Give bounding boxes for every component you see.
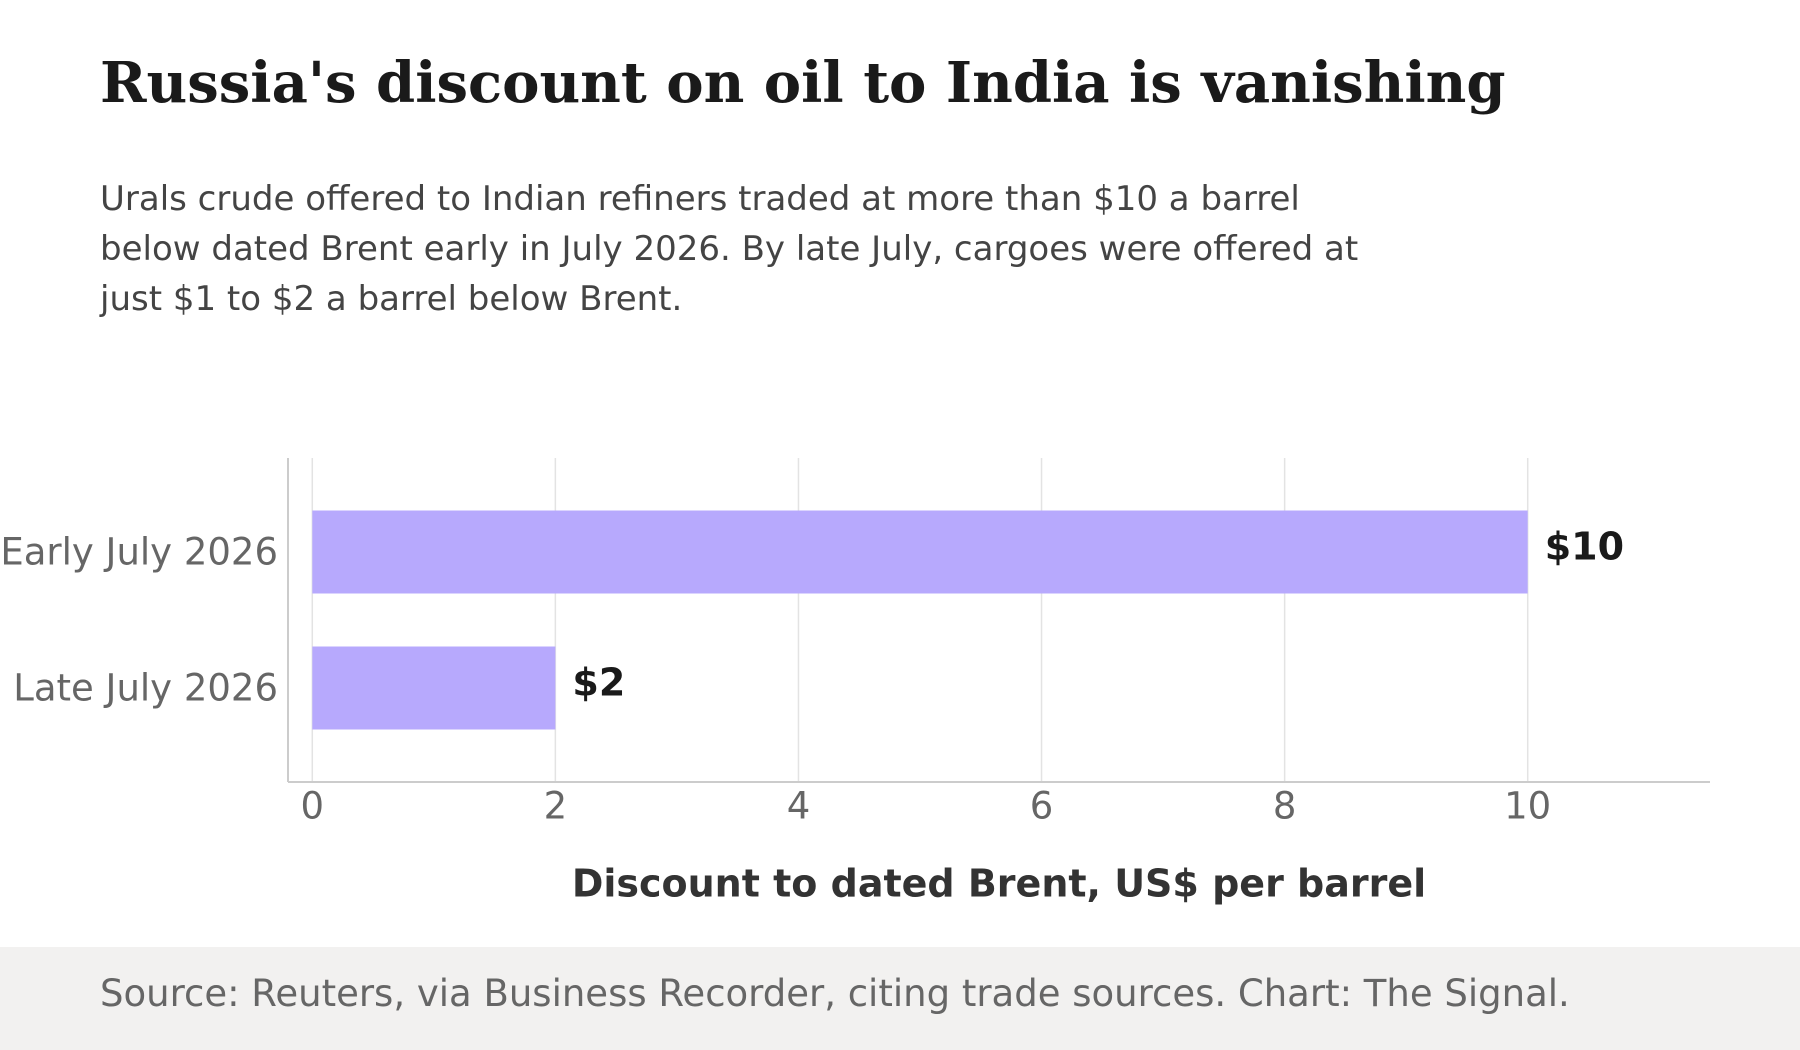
chart: 0 2 4 6 8 10 Discount to dated Brent, US$ per … bbox=[0, 458, 1710, 906]
source-note: Source: Reuters, via Business Recorder, … bbox=[100, 972, 1570, 1015]
chart-title: Russia's discount on oil to India is van… bbox=[100, 50, 1506, 116]
value-label: $10 bbox=[1545, 525, 1624, 569]
y-tick-label: Late July 2026 bbox=[13, 667, 278, 710]
bar bbox=[312, 646, 556, 730]
y-tick-label: Early July 2026 bbox=[0, 531, 278, 574]
bar bbox=[312, 510, 1528, 594]
x-tick-label: 2 bbox=[544, 785, 568, 828]
x-axis-title: Discount to dated Brent, US$ per barrel bbox=[572, 862, 1426, 906]
x-tick-label: 6 bbox=[1030, 785, 1054, 828]
x-tick-label: 0 bbox=[301, 785, 325, 828]
chart-subtitle: Urals crude offered to Indian refiners t… bbox=[100, 179, 1359, 319]
x-tick-label: 8 bbox=[1273, 785, 1297, 828]
value-label: $2 bbox=[572, 661, 625, 705]
x-tick-label: 10 bbox=[1504, 785, 1551, 828]
footer bbox=[0, 947, 1800, 1050]
x-tick-label: 4 bbox=[787, 785, 811, 828]
